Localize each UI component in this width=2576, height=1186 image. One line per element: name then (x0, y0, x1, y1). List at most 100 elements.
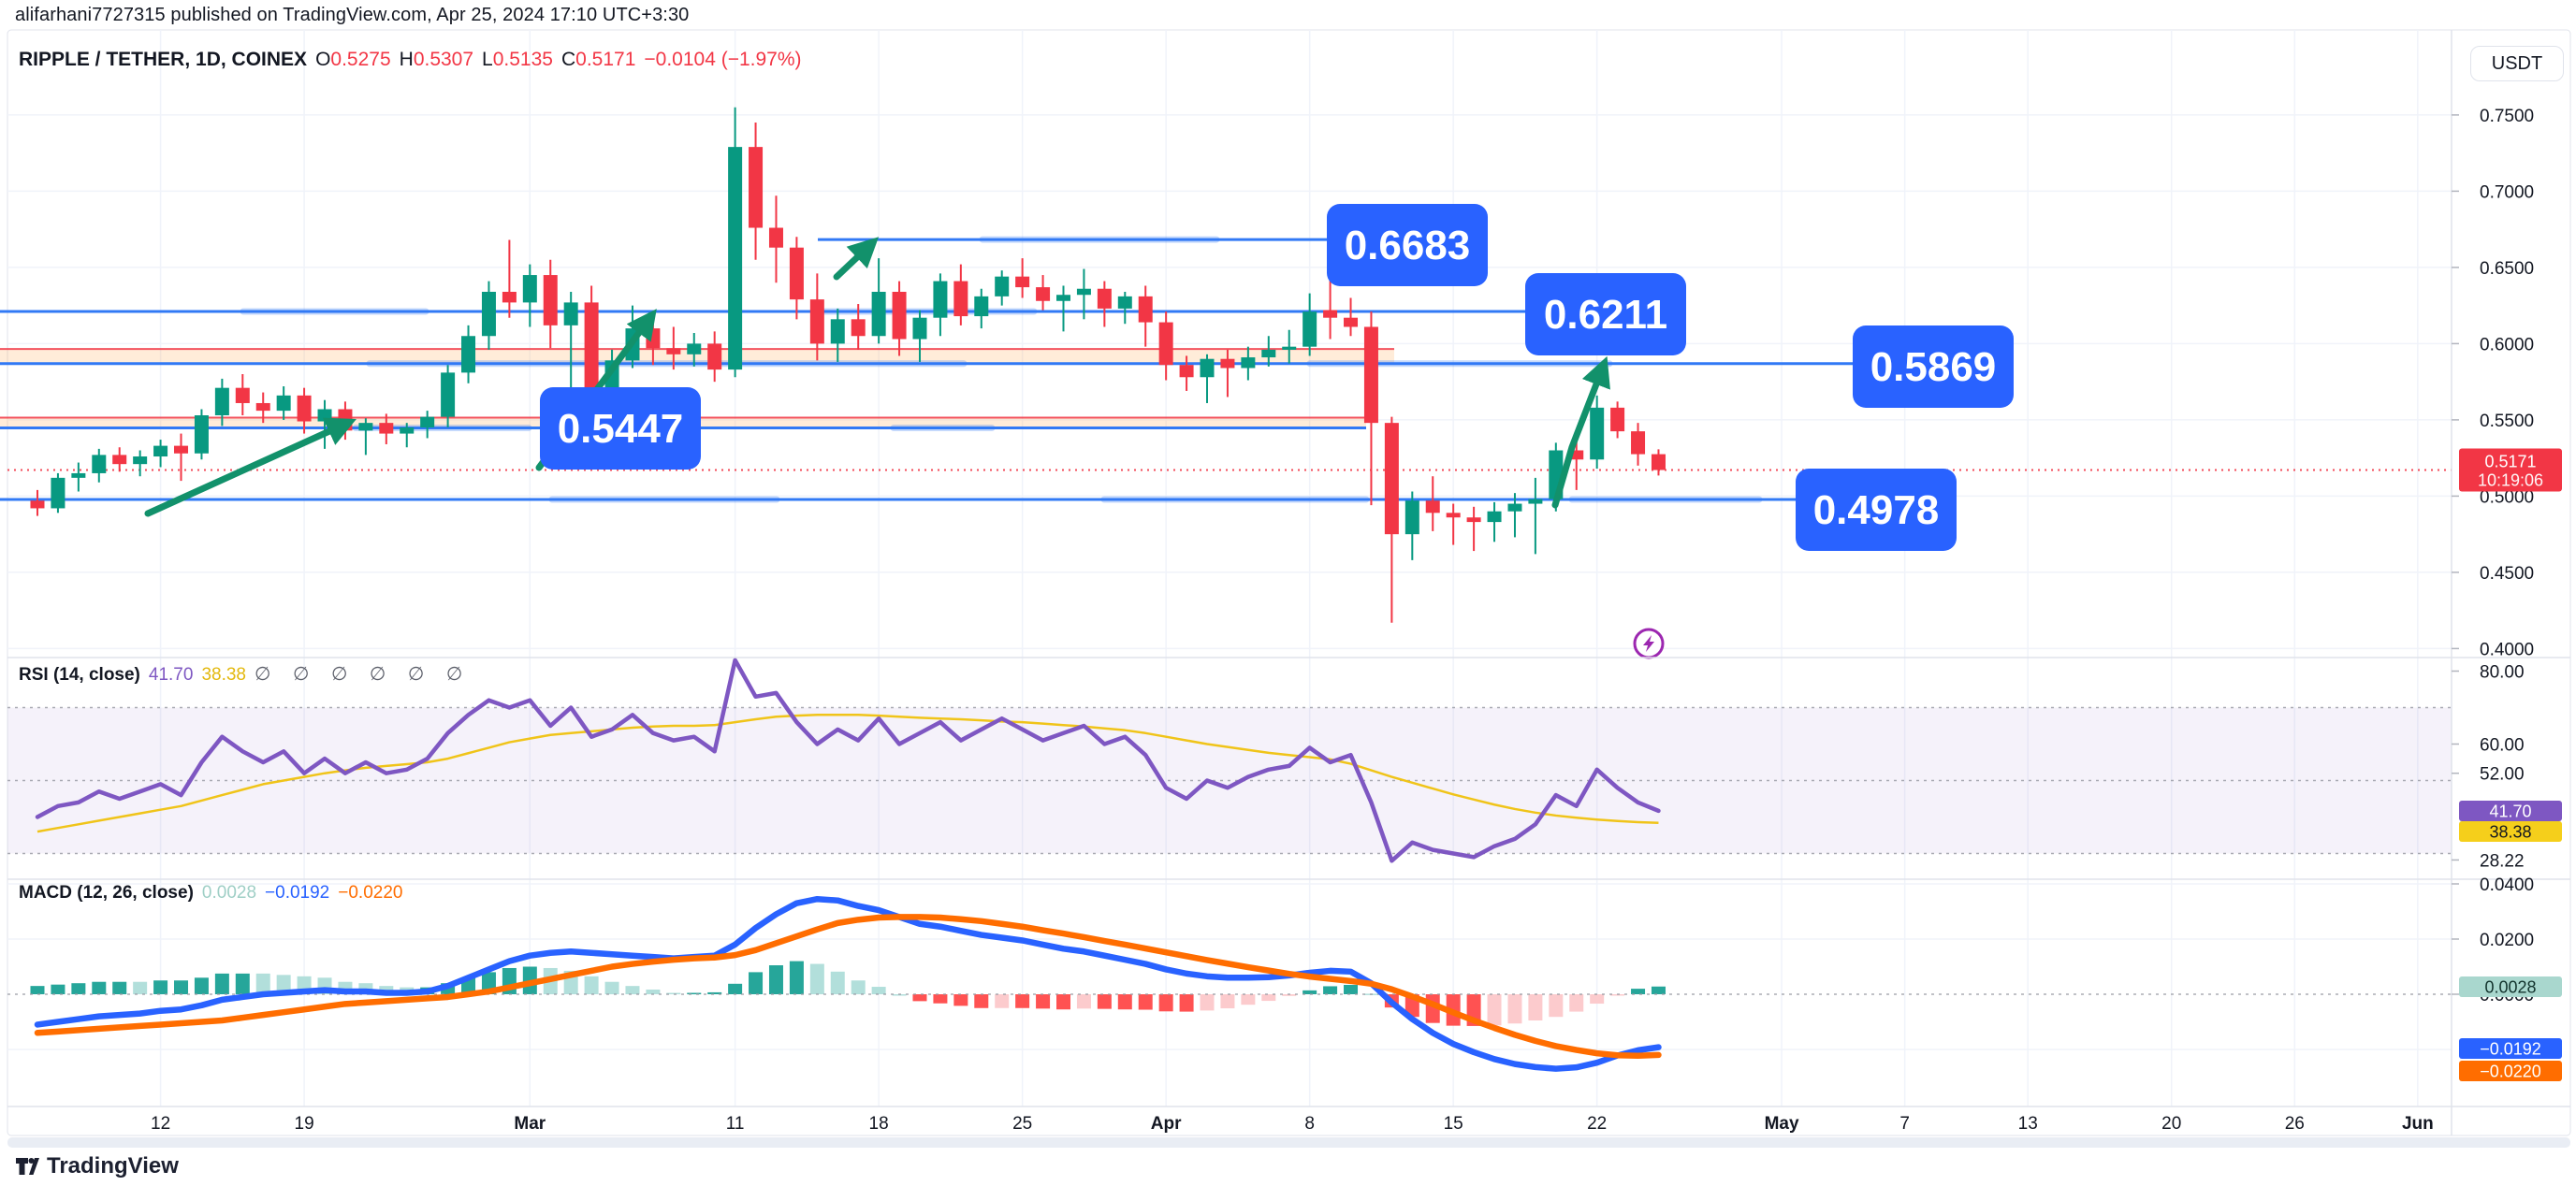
candle-body (92, 455, 107, 473)
axis-value-badge: −0.0220 (2459, 1061, 2562, 1081)
candle (1241, 346, 1256, 381)
candle-body (481, 291, 496, 337)
currency-toggle-button[interactable]: USDT (2470, 46, 2564, 81)
candle-body (1323, 310, 1338, 318)
price-callout-label: 0.4978 (1813, 487, 1940, 533)
macd-histogram-bar (71, 983, 86, 994)
chart-frame (7, 29, 2571, 1136)
macd-signal-line (34, 914, 1662, 1060)
candle-body (851, 319, 866, 337)
price-callout[interactable]: 0.5869 (1853, 325, 2014, 408)
candle-body (1261, 349, 1276, 358)
candle-body (666, 348, 681, 354)
price-callout-box (1853, 325, 2014, 408)
supply-zone[interactable] (0, 349, 1394, 364)
macd-histogram-bar (728, 983, 743, 994)
candle-body (1117, 296, 1132, 309)
candle-body (51, 477, 65, 509)
candle-body (543, 275, 558, 325)
axis-tick-label: 52.00 (2480, 765, 2525, 785)
candle (71, 462, 86, 492)
axis-badge-value: −0.0192 (2480, 1040, 2541, 1059)
time-axis-label: 26 (2285, 1114, 2305, 1134)
trend-arrow[interactable] (833, 237, 880, 281)
candle (953, 264, 968, 325)
candle-body (1097, 288, 1112, 309)
axis-tick-label: 0.5000 (2480, 487, 2534, 507)
candle-body (1015, 276, 1030, 288)
macd-histogram-bar (789, 961, 804, 994)
macd-histogram-bar (1323, 986, 1338, 994)
price-axis[interactable]: 0.7500 0.7000 0.6500 0.6000 0.5500 0.5000 0.45… (2452, 107, 2562, 1081)
axis-value-badge: −0.0192 (2459, 1038, 2562, 1059)
candle-body (584, 302, 599, 390)
macd-histogram-bar (1590, 994, 1605, 1005)
candle-body (1076, 288, 1091, 296)
candle (1158, 311, 1173, 381)
time-axis-label: May (1765, 1114, 1799, 1134)
axis-tick-label: 28.22 (2480, 851, 2525, 871)
time-axis[interactable]: 12 19 Mar 11 18 25 Apr 8 15 22 May 7 13 20 26 Jun (151, 1114, 2434, 1134)
macd-histogram-bar (687, 992, 702, 995)
candle (1446, 503, 1461, 545)
time-axis-label: 22 (1587, 1114, 1607, 1134)
candle-body (1446, 513, 1461, 518)
candle (1425, 476, 1440, 531)
macd-histogram-bar (153, 980, 168, 994)
trend-arrow[interactable] (144, 417, 357, 517)
candle-body (461, 336, 476, 373)
price-callout[interactable]: 0.6683 (1327, 204, 1488, 286)
candle (461, 325, 476, 383)
axis-badge-value: 38.38 (2489, 823, 2531, 842)
macd-histogram-bar (235, 973, 250, 994)
time-axis-label: Apr (1151, 1114, 1182, 1134)
candle (1056, 285, 1070, 332)
candle (420, 411, 435, 439)
macd-histogram-bar (30, 986, 45, 994)
macd-histogram-bar (584, 976, 599, 994)
candle (749, 123, 764, 260)
candle (297, 387, 312, 434)
candle-body (933, 281, 948, 318)
candle-body (502, 291, 517, 303)
candle (1015, 258, 1030, 298)
candle-body (1404, 500, 1419, 535)
macd-histogram-bar (707, 991, 722, 994)
price-callout[interactable]: 0.5447 (540, 387, 701, 470)
price-callout[interactable]: 0.6211 (1525, 273, 1686, 355)
lightning-marker[interactable] (1633, 628, 1665, 659)
time-axis-label: 13 (2018, 1114, 2038, 1134)
axis-badge-bg (2459, 1038, 2562, 1059)
price-callout-label: 0.6211 (1544, 292, 1667, 338)
candle (1282, 329, 1297, 364)
candle-body (1344, 317, 1359, 327)
macd-histogram-bar (604, 981, 619, 994)
macd-histogram-bar (1241, 994, 1256, 1005)
candle-body (1528, 499, 1543, 504)
candle (974, 288, 989, 329)
candle (1036, 275, 1051, 311)
time-axis-label: Mar (514, 1114, 546, 1134)
macd-histogram-bar (974, 994, 989, 1008)
candle (1117, 291, 1132, 325)
candle-body (194, 415, 209, 454)
trend-arrow[interactable] (1551, 355, 1610, 509)
candle (214, 378, 229, 427)
macd-histogram-bar (1097, 994, 1112, 1009)
time-axis-label: 20 (2161, 1114, 2181, 1134)
candle (133, 450, 148, 477)
candle (933, 273, 948, 337)
candle (1466, 506, 1481, 552)
price-callout-label: 0.6683 (1345, 223, 1471, 268)
candle-body (153, 445, 168, 457)
candle (563, 291, 578, 393)
candle-body (1303, 311, 1317, 347)
time-axis-label: 19 (295, 1114, 314, 1134)
time-axis-label: 11 (726, 1114, 745, 1134)
macd-histogram-bar (51, 984, 65, 994)
time-axis-label: 25 (1012, 1114, 1032, 1134)
macd-histogram-bar (749, 972, 764, 994)
price-callout[interactable]: 0.4978 (1796, 469, 1957, 551)
